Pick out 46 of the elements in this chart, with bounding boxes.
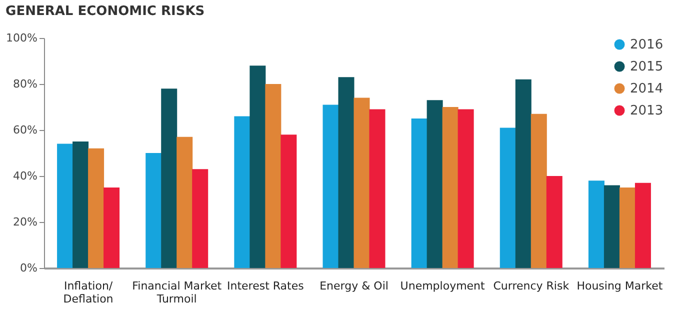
y-tick-label: 60% (13, 124, 38, 136)
y-tick-label: 100% (6, 32, 38, 44)
x-tick-label: Housing Market (576, 280, 664, 292)
bar (176, 136, 193, 268)
legend-label: 2015 (630, 60, 664, 74)
bar (619, 188, 636, 268)
bar (458, 109, 474, 268)
bar (250, 66, 266, 268)
x-tick-label: Unemployment (400, 280, 486, 292)
bar (354, 98, 370, 268)
bar (338, 77, 354, 268)
chart-title: GENERAL ECONOMIC RISKS (6, 4, 205, 19)
bar (634, 182, 651, 268)
bar (411, 118, 428, 268)
bar (530, 114, 547, 268)
bar (234, 116, 250, 268)
x-tick-label: Interest Rates (227, 280, 304, 292)
bar (104, 188, 120, 268)
bar (265, 84, 282, 268)
legend-label: 2014 (630, 82, 664, 96)
legend-label: 2013 (630, 104, 664, 118)
x-tick-label: Financial Market Turmoil (132, 280, 222, 306)
bar (161, 88, 178, 268)
bar (280, 134, 297, 268)
bar (500, 128, 516, 268)
bar (72, 142, 89, 268)
x-tick-label: Inflation/ Deflation (63, 280, 114, 306)
bar (322, 104, 339, 268)
y-tick-label: 40% (13, 170, 38, 182)
x-tick-label: Currency Risk (493, 280, 570, 292)
bar (588, 180, 604, 268)
x-tick-label: Energy & Oil (320, 280, 388, 292)
y-tick-label: 80% (13, 78, 38, 90)
bar (604, 185, 620, 268)
y-tick-label: 0% (20, 262, 38, 274)
legend-label: 2016 (630, 38, 664, 52)
bar (88, 148, 104, 268)
bar (57, 144, 74, 268)
bar (146, 153, 162, 268)
bar (192, 169, 208, 268)
bar (515, 79, 532, 268)
bar (546, 176, 562, 268)
bar (426, 100, 443, 268)
bar (442, 107, 458, 268)
y-tick-label: 20% (13, 216, 38, 228)
bar (369, 109, 386, 268)
